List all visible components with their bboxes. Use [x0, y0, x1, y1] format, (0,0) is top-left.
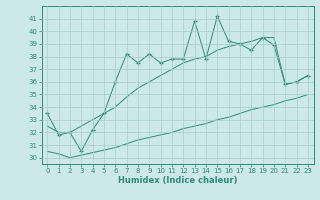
X-axis label: Humidex (Indice chaleur): Humidex (Indice chaleur)	[118, 176, 237, 185]
